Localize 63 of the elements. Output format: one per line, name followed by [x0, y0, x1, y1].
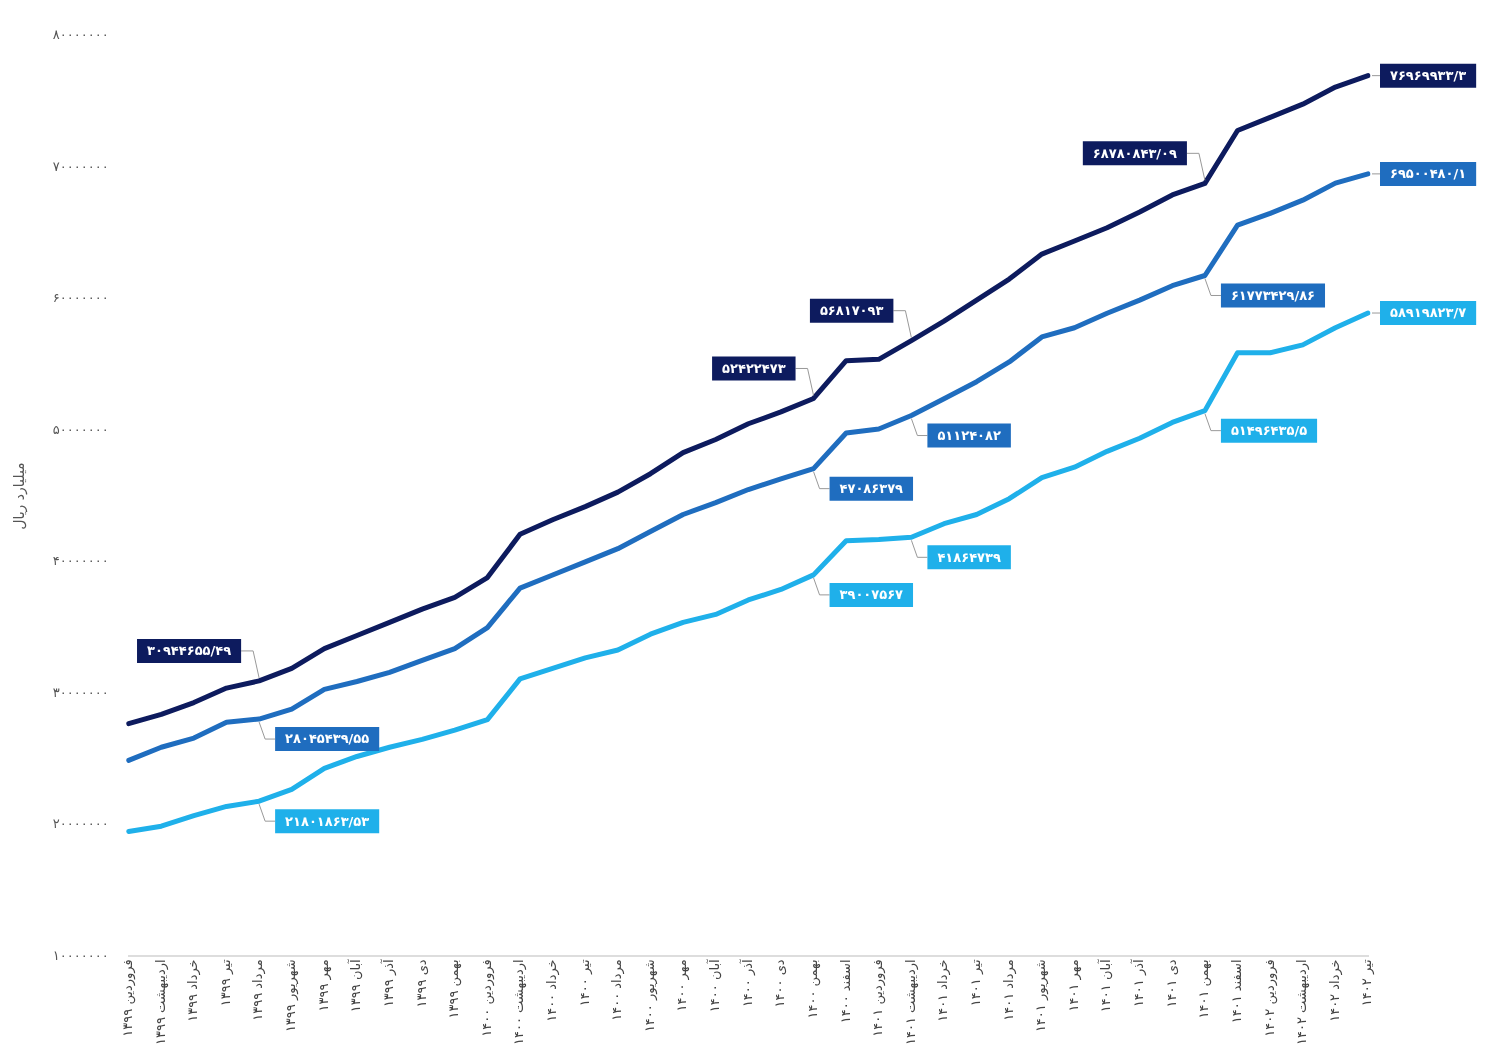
x-tick-label: آذر ۱۳۹۹ — [379, 957, 397, 1008]
data-label: ۳۹۰۰۷۵۶۷ — [839, 587, 904, 603]
data-label: ۵۱۴۹۶۴۳۵/۵ — [1230, 423, 1308, 439]
x-tick-label: دی ۱۳۹۹ — [413, 959, 429, 1008]
x-tick-label: دی ۱۴۰۰ — [772, 959, 788, 1008]
x-tick-label: اردیبهشت ۱۳۹۹ — [152, 959, 169, 1046]
x-tick-label: اردیبهشت ۱۴۰۱ — [902, 959, 919, 1046]
x-tick-label: مهر ۱۴۰۰ — [674, 959, 691, 1012]
data-label: ۲۱۸۰۱۸۶۳/۵۳ — [285, 813, 370, 829]
x-tick-label: شهریور ۱۴۰۰ — [641, 959, 658, 1033]
x-tick-label: مرداد ۱۴۰۱ — [1000, 959, 1017, 1021]
y-tick-label: ۵۰۰۰۰۰۰۰ — [52, 421, 109, 437]
data-label: ۵۶۸۱۷۰۹۳ — [819, 303, 884, 319]
x-tick-label: تیر ۱۳۹۹ — [217, 959, 234, 1007]
x-tick-label: آبان ۱۳۹۹ — [347, 957, 364, 1013]
x-tick-label: فروردین ۱۴۰۲ — [1261, 959, 1278, 1037]
y-axis-title: میلیارد ریال — [11, 462, 29, 530]
data-label: ۵۱۱۲۴۰۸۲ — [937, 427, 1001, 443]
data-label: ۴۱۸۶۴۷۳۹ — [937, 549, 1001, 565]
x-tick-label: آذر ۱۴۰۰ — [738, 957, 756, 1008]
x-tick-label: مهر ۱۴۰۱ — [1065, 959, 1082, 1012]
x-tick-label: تیر ۱۴۰۱ — [968, 959, 984, 1007]
x-tick-label: آذر ۱۴۰۱ — [1130, 957, 1148, 1008]
y-tick-label: ۷۰۰۰۰۰۰۰ — [52, 158, 109, 174]
x-tick-label: خرداد ۱۴۰۲ — [1326, 959, 1343, 1022]
x-tick-label: اردیبهشت ۱۴۰۲ — [1294, 959, 1311, 1046]
x-tick-label: خرداد ۱۳۹۹ — [185, 959, 202, 1022]
data-label: ۶۹۵۰۰۴۸۰/۱ — [1389, 166, 1467, 182]
x-tick-label: اردیبهشت ۱۴۰۰ — [511, 959, 528, 1046]
x-tick-label: بهمن ۱۴۰۱ — [1196, 959, 1213, 1019]
y-tick-label: ۸۰۰۰۰۰۰۰ — [52, 27, 109, 43]
y-tick-label: ۶۰۰۰۰۰۰۰ — [52, 290, 109, 306]
x-tick-label: بهمن ۱۳۹۹ — [446, 959, 463, 1019]
x-tick-label: مهر ۱۳۹۹ — [315, 959, 332, 1012]
x-tick-label: آبان ۱۴۰۱ — [1097, 957, 1114, 1013]
x-tick-label: اسفند ۱۴۰۰ — [837, 959, 853, 1024]
x-tick-label: شهریور ۱۳۹۹ — [283, 959, 300, 1033]
x-tick-label: اسفند ۱۴۰۱ — [1228, 959, 1244, 1024]
x-tick-label: فروردین ۱۳۹۹ — [120, 959, 137, 1037]
data-label: ۳۰۹۴۴۶۵۵/۴۹ — [147, 643, 232, 659]
x-tick-label: بهمن ۱۴۰۰ — [804, 959, 821, 1019]
x-tick-label: مرداد ۱۴۰۰ — [609, 959, 626, 1021]
data-label: ۲۸۰۴۵۴۳۹/۵۵ — [285, 731, 370, 747]
x-tick-label: شهریور ۱۴۰۱ — [1033, 959, 1050, 1033]
data-label: ۶۱۷۷۳۴۲۹/۸۶ — [1230, 287, 1316, 303]
x-tick-label: دی ۱۴۰۱ — [1163, 959, 1179, 1008]
data-label: ۷۶۹۶۹۹۳۳/۳ — [1389, 68, 1467, 84]
data-label: ۶۸۷۸۰۸۴۳/۰۹ — [1092, 145, 1177, 161]
x-tick-label: خرداد ۱۴۰۱ — [935, 959, 952, 1022]
x-tick-label: فروردین ۱۴۰۱ — [870, 959, 887, 1037]
x-tick-label: فروردین ۱۴۰۰ — [478, 959, 495, 1037]
y-tick-label: ۱۰۰۰۰۰۰۰ — [52, 947, 109, 963]
data-label: ۵۸۹۱۹۸۲۳/۷ — [1389, 305, 1467, 321]
y-tick-label: ۲۰۰۰۰۰۰۰ — [52, 816, 109, 832]
x-tick-label: مرداد ۱۳۹۹ — [250, 959, 267, 1021]
y-tick-label: ۳۰۰۰۰۰۰۰ — [52, 684, 109, 700]
y-tick-label: ۴۰۰۰۰۰۰۰ — [52, 553, 109, 569]
x-tick-label: تیر ۱۴۰۰ — [576, 959, 593, 1007]
data-label: ۵۲۴۲۲۴۷۳ — [722, 360, 786, 376]
data-label: ۴۷۰۸۶۳۷۹ — [839, 481, 904, 497]
x-tick-label: آبان ۱۴۰۰ — [706, 957, 723, 1013]
x-tick-label: خرداد ۱۴۰۰ — [544, 959, 561, 1022]
x-tick-label: تیر ۱۴۰۲ — [1359, 959, 1376, 1007]
